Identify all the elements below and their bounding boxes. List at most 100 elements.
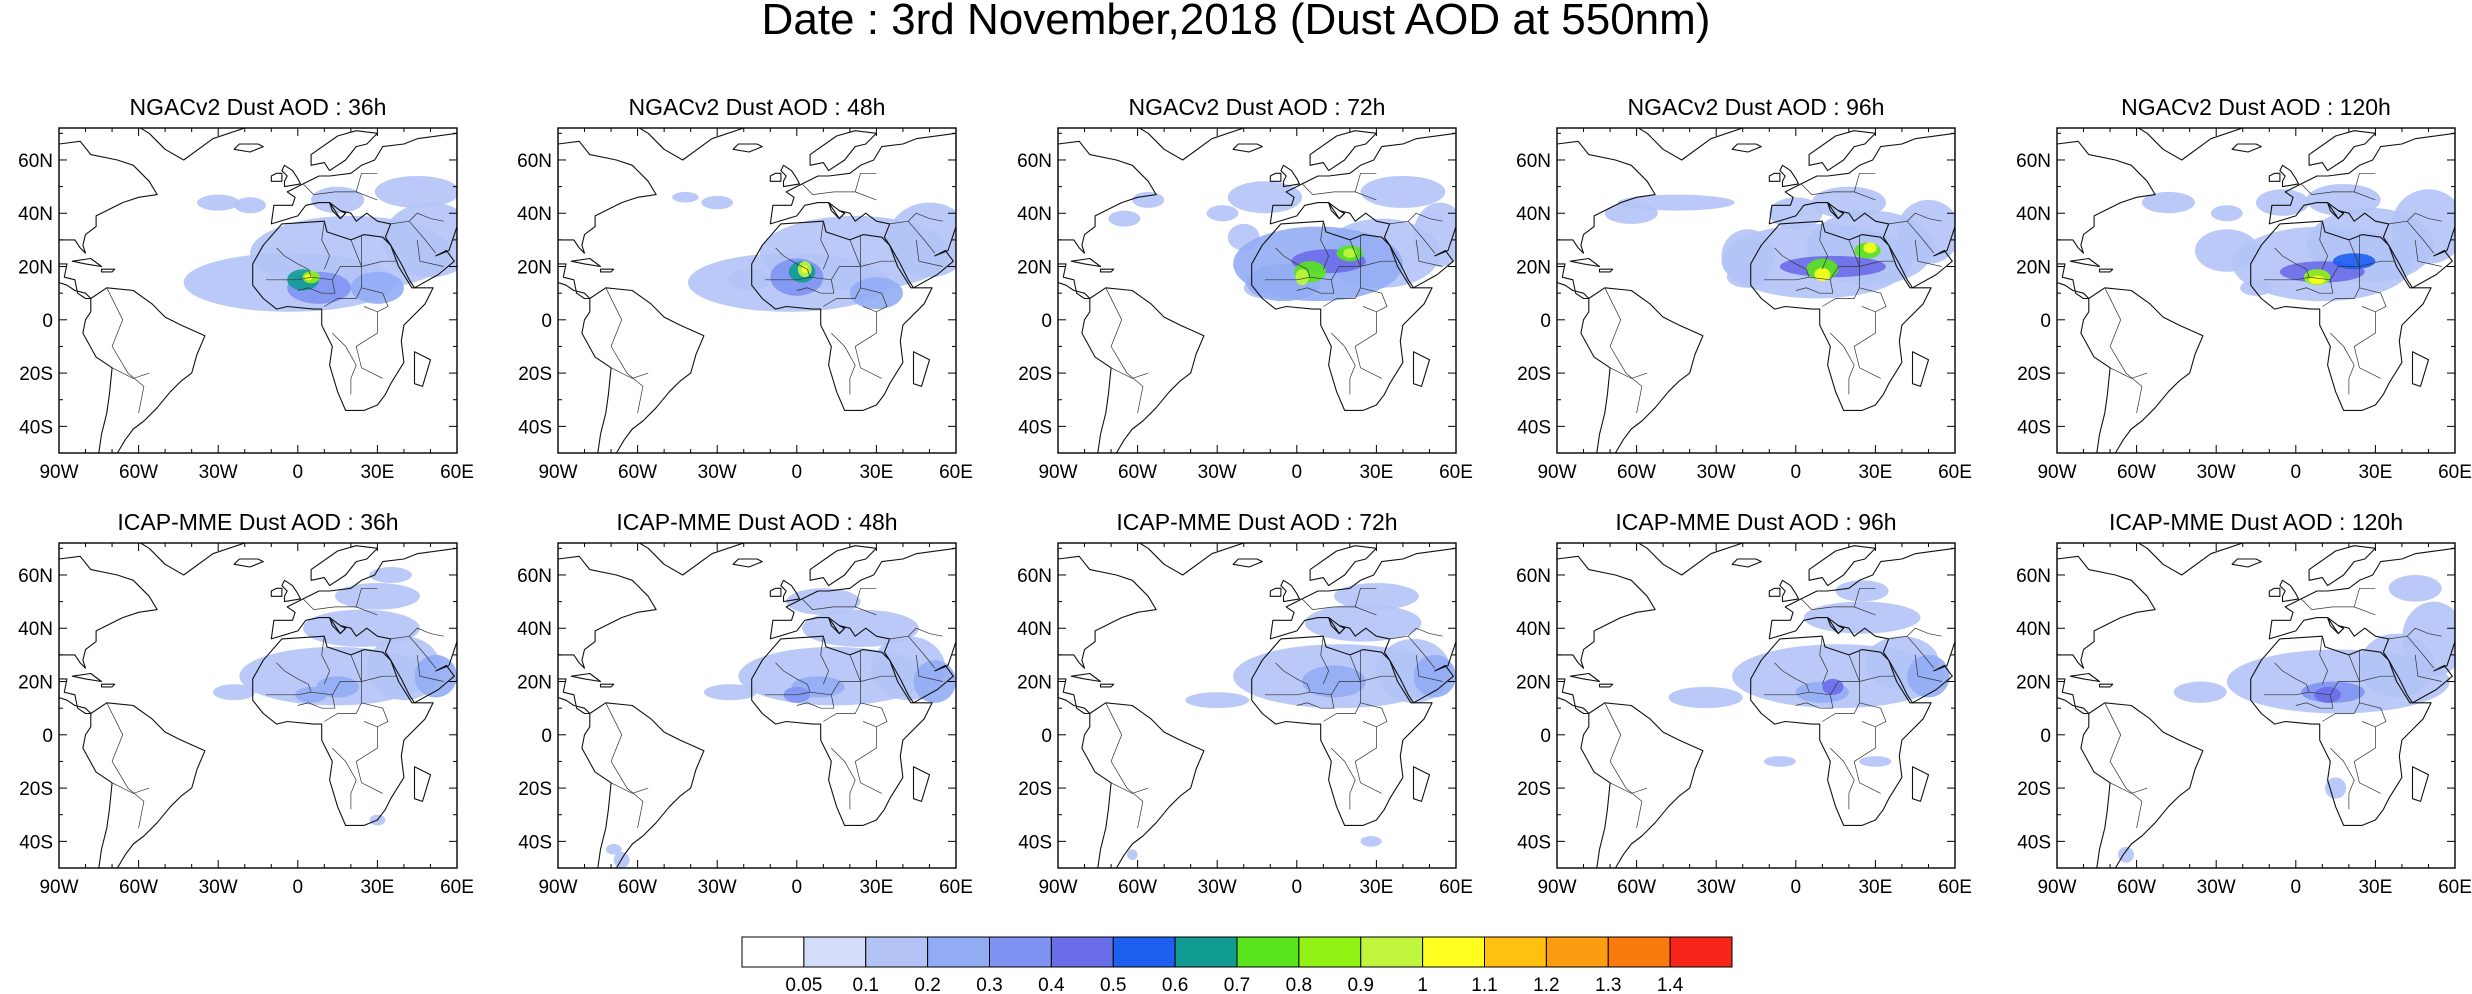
country-border [1888,635,1935,669]
y-tick-label: 20N [18,673,53,694]
coastline-madagascar [413,351,432,387]
coastline-britain [1779,579,1800,603]
coastline-madagascar [1911,766,1930,802]
coastline-greenland [1138,128,1245,161]
dust-aod-area [1604,202,1658,224]
coastline-iceland [732,143,763,153]
y-tick-label: 60N [2016,151,2051,172]
dust-aod-area [703,684,757,701]
y-tick-label: 20N [2016,673,2051,694]
country-border [2295,279,2334,294]
y-tick-label: 40N [1017,204,1052,225]
coastline-scandinavia [1309,545,1377,587]
country-border [1354,172,1377,192]
country-border [355,587,378,607]
dust-aod-area [350,271,404,304]
country-border [1354,311,1382,379]
panel-title: ICAP-MME Dust AOD : 48h [616,509,898,535]
dust-aod-area [1333,582,1419,610]
x-tick-label: 60W [1118,462,1157,483]
coastline-southAmerica [1081,287,1205,453]
country-border [854,726,882,794]
country-border [2388,635,2435,669]
coastline-ireland [270,587,283,597]
x-tick-label: 60E [1439,877,1473,898]
x-tick-label: 0 [1791,877,1802,898]
x-tick-label: 0 [2291,877,2302,898]
y-tick-label: 20N [517,673,552,694]
country-border [106,702,145,829]
country-border [297,279,336,294]
y-tick-label: 20S [2017,779,2051,800]
y-tick-label: 40S [518,417,552,438]
coastline-northAmerica [59,555,158,669]
x-tick-label: 60W [1617,462,1656,483]
country-border [1609,782,1648,794]
panel-title: NGACv2 Dust AOD : 96h [1627,94,1885,120]
dust-aod-area [701,195,734,210]
x-tick-label: 60E [1938,462,1972,483]
coastline-caribbean [570,257,602,268]
colorbar-box [1360,936,1424,968]
coastline-southAmerica [1081,702,1205,868]
map-frame [557,127,957,454]
coastline-britain [281,164,302,188]
dust-aod-area [239,646,431,706]
country-border [302,598,378,616]
coastline-italyTip [1827,617,1845,635]
coastline-scandinavia [310,545,378,587]
coastline-africa [252,220,434,411]
x-tick-label: 90W [538,462,577,483]
country-border [1360,260,1395,267]
country-border [860,260,895,267]
dust-aod-area [234,197,266,214]
x-tick-label: 30W [2197,462,2236,483]
country-border [1265,662,1311,696]
x-tick-label: 90W [1537,462,1576,483]
x-tick-label: 60W [119,877,158,898]
country-border [1415,239,1443,267]
country-border [1407,212,1443,222]
coastline-italyTip [2327,202,2345,220]
y-tick-label: 0 [42,311,53,332]
country-border [1853,726,1881,794]
colorbar-label: 0.9 [1348,975,1374,994]
country-border [1407,627,1443,637]
country-border [311,266,362,307]
coastline-iceland [1232,558,1263,568]
country-border [1301,183,1377,201]
coastline-madagascar [2411,766,2430,802]
panel-title: ICAP-MME Dust AOD : 120h [2109,509,2403,535]
coastline-scandinavia [2308,545,2376,587]
country-border [2353,726,2381,794]
country-border [1105,702,1144,829]
colorbar-label: 1.3 [1595,975,1621,994]
country-border [610,367,649,379]
dust-aod-area [1732,644,1945,709]
coastline-caribbean [1070,672,1102,683]
map-panel: 90W 60W 30W 0 30E 60E 60N 40N 20N 0 20S 40S [1516,542,1972,898]
coastline-britain [1779,164,1800,188]
coastline-ireland [769,587,782,597]
country-border [1609,367,1648,379]
coastline-greenland [638,128,745,161]
map-panel: 90W 60W 30W 0 30E 60E 60N 40N 20N 0 20S 40S [2016,542,2472,898]
country-border [1914,654,1942,682]
colorbar-box [927,936,990,968]
x-tick-label: 60E [2438,462,2472,483]
country-border [1859,675,1894,682]
country-border [2359,675,2394,682]
country-border [2309,681,2360,722]
y-tick-label: 40N [2016,204,2051,225]
dust-aod-area [2210,205,2243,222]
x-tick-label: 30W [199,877,238,898]
dust-aod-area [1295,269,1309,286]
country-border [2330,332,2355,395]
coastline-iceland [1731,143,1762,153]
coastline-caribbean [2069,257,2101,268]
coastline-hispaniola [100,683,116,688]
coastline-africa [2250,635,2432,826]
coastline-africa [751,635,933,826]
dust-aod-area [2141,191,2195,214]
dust-aod-area [887,202,956,278]
